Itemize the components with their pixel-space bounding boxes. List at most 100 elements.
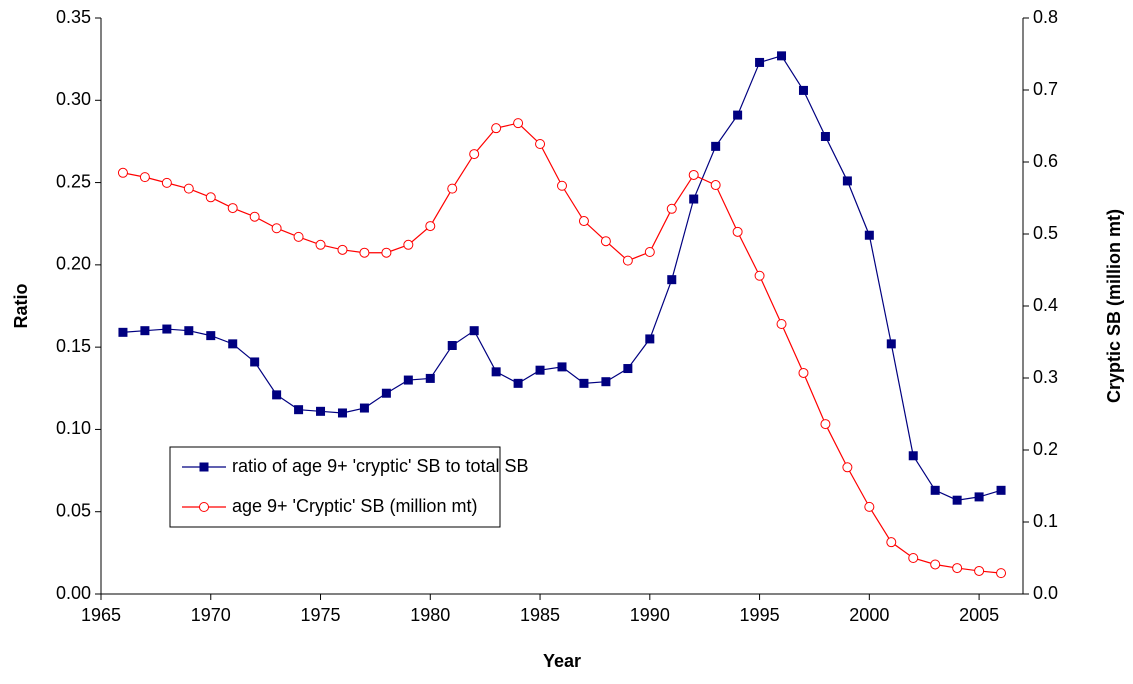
data-point — [359, 247, 370, 258]
data-point — [754, 270, 765, 281]
data-point — [403, 375, 413, 385]
data-point — [447, 340, 457, 350]
x-axis-title: Year — [543, 651, 581, 671]
legend-marker — [199, 462, 209, 472]
data-point — [798, 367, 809, 378]
data-point — [777, 51, 787, 61]
y2-tick-label: 0.5 — [1033, 223, 1058, 243]
y-tick-label: 0.25 — [56, 171, 91, 191]
data-point — [600, 236, 611, 247]
data-point — [908, 451, 918, 461]
x-tick-label: 1995 — [740, 605, 780, 625]
data-point — [272, 390, 282, 400]
data-point — [601, 377, 611, 387]
data-point — [557, 180, 567, 191]
data-point — [996, 568, 1007, 579]
data-point — [557, 362, 567, 372]
data-point — [294, 405, 304, 415]
legend-label: age 9+ 'Cryptic' SB (million mt) — [232, 496, 477, 516]
y-tick-label: 0.10 — [56, 418, 91, 438]
data-point — [666, 203, 677, 214]
data-point — [996, 485, 1006, 495]
legend-marker — [199, 502, 209, 512]
data-point — [161, 177, 172, 188]
data-point — [205, 192, 216, 203]
data-point — [491, 367, 501, 377]
data-point — [776, 319, 787, 329]
data-point — [930, 559, 941, 570]
data-point — [886, 339, 896, 349]
data-point — [711, 141, 721, 151]
data-point — [403, 239, 414, 250]
data-point — [381, 388, 391, 398]
y2-tick-label: 0.6 — [1033, 151, 1058, 171]
data-point — [118, 327, 128, 337]
data-point — [688, 169, 699, 180]
data-point — [184, 326, 194, 336]
data-point — [228, 339, 238, 349]
data-point — [755, 57, 765, 67]
data-point — [183, 183, 194, 194]
data-point — [578, 216, 589, 227]
y2-tick-label: 0.1 — [1033, 511, 1058, 531]
data-point — [952, 495, 962, 505]
data-point — [623, 364, 633, 374]
data-point — [644, 247, 655, 257]
y-tick-label: 0.30 — [56, 89, 91, 109]
y-axis-title: Ratio — [11, 283, 31, 328]
data-point — [710, 180, 721, 191]
x-tick-label: 1975 — [301, 605, 341, 625]
data-point — [535, 139, 546, 149]
x-tick-label: 1985 — [520, 605, 560, 625]
data-point — [491, 123, 502, 134]
y2-tick-label: 0.8 — [1033, 7, 1058, 27]
data-point — [250, 357, 260, 367]
data-point — [974, 492, 984, 502]
data-point — [227, 203, 238, 214]
data-point — [425, 221, 436, 232]
data-point — [513, 118, 524, 129]
y2-tick-label: 0.4 — [1033, 295, 1058, 315]
data-point — [908, 553, 919, 563]
x-tick-label: 1965 — [81, 605, 121, 625]
y-tick-label: 0.35 — [56, 7, 91, 27]
data-point — [622, 255, 633, 266]
data-point — [513, 378, 523, 388]
data-point — [535, 365, 545, 375]
data-point — [162, 324, 172, 334]
data-point — [930, 485, 940, 495]
data-point — [316, 406, 326, 416]
x-tick-label: 2000 — [849, 605, 889, 625]
data-point — [667, 275, 677, 285]
data-point — [359, 403, 369, 413]
data-point — [425, 373, 435, 383]
data-point — [206, 331, 216, 341]
legend-box — [169, 446, 501, 528]
data-point — [798, 85, 808, 95]
data-point — [820, 419, 831, 430]
y2-tick-label: 0.7 — [1033, 79, 1058, 99]
data-point — [886, 537, 897, 548]
y-tick-label: 0.05 — [56, 500, 91, 520]
y2-tick-label: 0.2 — [1033, 439, 1058, 459]
legend-label: ratio of age 9+ 'cryptic' SB to total SB — [232, 456, 529, 476]
y-tick-label: 0.00 — [56, 583, 91, 603]
data-point — [864, 230, 874, 240]
data-point — [271, 223, 282, 234]
data-point — [864, 501, 875, 512]
data-point — [645, 334, 655, 344]
data-point — [842, 462, 853, 473]
data-point — [469, 326, 479, 336]
data-point — [117, 167, 128, 178]
data-point — [974, 565, 985, 576]
data-point — [293, 231, 304, 242]
y-tick-label: 0.15 — [56, 336, 91, 356]
data-point — [447, 183, 458, 194]
y2-axis-title: Cryptic SB (million mt) — [1104, 209, 1124, 403]
data-point — [249, 211, 260, 222]
x-tick-label: 1970 — [191, 605, 231, 625]
data-point — [315, 239, 326, 250]
data-point — [381, 247, 392, 258]
data-point — [139, 172, 150, 183]
